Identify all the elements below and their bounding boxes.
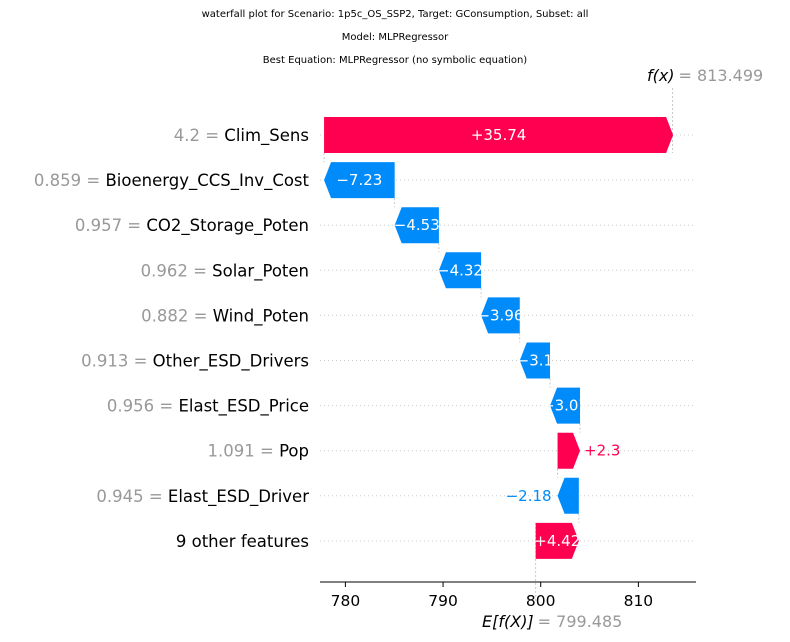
feature-label: 4.2 = Clim_Sens: [174, 126, 309, 146]
bar-2: [324, 162, 395, 199]
bar-1: [324, 117, 674, 153]
feature-name: Wind_Poten: [213, 306, 309, 326]
base-value-label: E[f(X)]: [482, 612, 534, 631]
bar-label: −2.18: [506, 487, 552, 505]
bar-9: [557, 477, 579, 514]
feature-value: 0.962 =: [141, 261, 213, 280]
feature-value: 0.882 =: [141, 306, 213, 325]
bar-4: [438, 252, 482, 289]
bar-label: −3.96: [477, 306, 523, 324]
bar-label: −7.23: [336, 171, 382, 189]
feature-value: 4.2 =: [174, 126, 225, 145]
x-tick-label: 800: [526, 592, 556, 610]
feature-label: 0.859 = Bioenergy_CCS_Inv_Cost: [34, 171, 310, 191]
feature-label: 1.091 = Pop: [208, 442, 310, 461]
x-tick-label: 780: [331, 592, 361, 610]
chart-subtitle-equation: Best Equation: MLPRegressor (no symbolic…: [262, 55, 528, 66]
feature-name: Other_ESD_Drivers: [153, 352, 309, 372]
bar-label: −4.32: [437, 261, 483, 279]
feature-label: 0.956 = Elast_ESD_Price: [107, 397, 309, 417]
feature-label: 0.957 = CO2_Storage_Poten: [75, 216, 309, 236]
feature-label: 0.913 = Other_ESD_Drivers: [81, 352, 309, 372]
chart-title: waterfall plot for Scenario: 1p5c_OS_SSP…: [201, 9, 589, 20]
bar-5: [481, 297, 520, 334]
feature-name: Elast_ESD_Driver: [168, 487, 309, 507]
feature-value: 0.956 =: [107, 397, 179, 416]
feature-value: 0.957 =: [75, 216, 147, 235]
base-value-text: = 799.485: [538, 612, 623, 631]
feature-value: 0.859 =: [34, 171, 106, 190]
bar-label: +35.74: [471, 126, 527, 144]
feature-name: 9 other features: [176, 532, 309, 551]
bar-label: +4.42: [534, 532, 580, 550]
feature-name: Elast_ESD_Price: [178, 397, 309, 417]
feature-name: Clim_Sens: [224, 126, 309, 146]
feature-value: 0.913 =: [81, 352, 153, 371]
feature-name: Bioenergy_CCS_Inv_Cost: [105, 171, 309, 191]
x-tick-label: 810: [624, 592, 654, 610]
feature-label: 0.945 = Elast_ESD_Driver: [96, 487, 309, 507]
bar-label: −3.07: [542, 397, 588, 415]
feature-name: CO2_Storage_Poten: [146, 216, 309, 236]
x-tick-label: 790: [428, 592, 458, 610]
bar-label: −3.1: [517, 352, 553, 370]
feature-name: Pop: [279, 442, 309, 461]
bar-10: [535, 522, 579, 559]
feature-value: 0.945 =: [96, 487, 168, 506]
output-value-label: f(x): [647, 66, 675, 85]
chart-subtitle-model: Model: MLPRegressor: [341, 32, 449, 43]
bar-6: [519, 342, 551, 379]
feature-value: 1.091 =: [208, 442, 280, 461]
bar-label: +2.3: [584, 442, 620, 460]
bar-7: [550, 387, 581, 424]
feature-label: 9 other features: [176, 532, 309, 551]
feature-label: 0.962 = Solar_Poten: [141, 261, 309, 281]
feature-name: Solar_Poten: [212, 261, 309, 281]
feature-label: 0.882 = Wind_Poten: [141, 306, 309, 326]
bar-3: [394, 207, 439, 244]
output-value-text: = 813.499: [679, 66, 764, 85]
bar-8: [557, 432, 581, 469]
bar-label: −4.53: [394, 216, 440, 234]
